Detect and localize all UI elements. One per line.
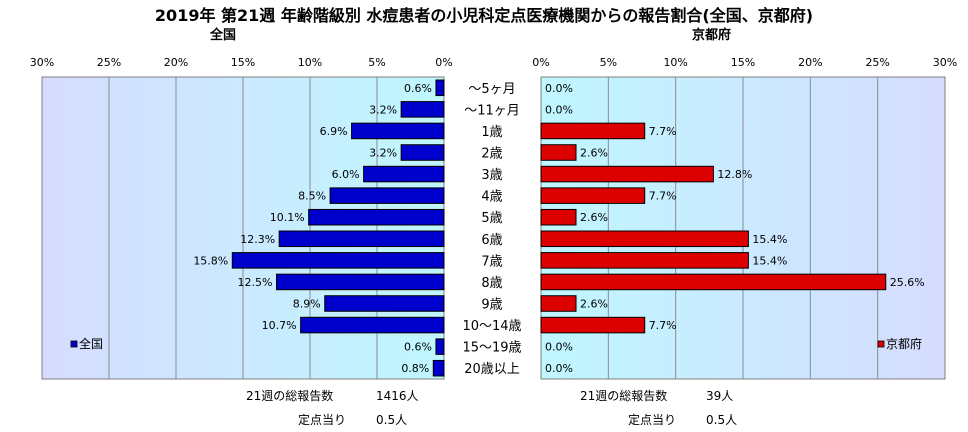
national-legend-label: 全国 — [79, 336, 103, 351]
age-category-label: ～5ヶ月 — [468, 82, 515, 97]
national-data-label: 0.6% — [404, 341, 432, 354]
national-bar — [329, 187, 445, 204]
national-tick-label: 5% — [368, 56, 385, 69]
chart-title: 2019年 第21週 年齢階級別 水痘患者の小児科定点医療機関からの報告割合(全… — [154, 6, 814, 25]
national-tick-label: 25% — [97, 56, 121, 69]
kyoto-tick-label: 10% — [663, 56, 687, 69]
kyoto-bar — [540, 252, 749, 269]
national-bar — [278, 230, 445, 248]
kyoto-tick-label: 5% — [600, 56, 617, 69]
kyoto-bar — [540, 187, 646, 204]
age-category-label: 15～19歳 — [462, 341, 521, 356]
age-category-label: ～11ヶ月 — [464, 103, 520, 118]
kyoto-data-label: 25.6% — [890, 276, 925, 289]
kyoto-bar — [540, 208, 577, 226]
national-per-label: 定点当り — [298, 413, 347, 427]
national-data-label: 0.8% — [401, 362, 429, 375]
national-data-label: 3.2% — [369, 147, 397, 160]
kyoto-data-label: 2.6% — [580, 298, 608, 311]
kyoto-data-label: 7.7% — [649, 125, 677, 138]
kyoto-tick-label: 20% — [798, 56, 822, 69]
national-bar — [276, 273, 445, 291]
national-bar — [435, 338, 445, 355]
age-category-label: 6歳 — [481, 233, 502, 248]
kyoto-per-value: 0.5人 — [706, 413, 738, 427]
age-category-label: 2歳 — [481, 147, 502, 162]
national-bar — [324, 295, 445, 312]
national-panel-title: 全国 — [210, 28, 237, 43]
national-data-label: 12.5% — [238, 276, 273, 289]
age-category-label: 8歳 — [481, 276, 502, 291]
national-data-label: 15.8% — [193, 254, 228, 267]
kyoto-legend-label: 京都府 — [886, 336, 922, 351]
kyoto-bar — [540, 230, 749, 248]
kyoto-tick-label: 0% — [532, 56, 549, 69]
age-category-labels: ～5ヶ月 ～11ヶ月 1歳 2歳 3歳 4歳 5歳 6歳 7歳 8歳 9歳 10～14歳 15～19歳 2… — [462, 82, 521, 377]
kyoto-data-label: 2.6% — [580, 211, 608, 224]
national-bar — [400, 144, 445, 161]
national-data-label: 8.5% — [298, 190, 326, 203]
kyoto-data-label: 2.6% — [580, 147, 608, 160]
age-category-label: 20歳以上 — [464, 362, 520, 377]
national-data-label: 6.0% — [332, 168, 360, 181]
kyoto-tick-label: 30% — [933, 56, 957, 69]
kyoto-data-label: 15.4% — [752, 233, 787, 246]
national-data-label: 10.7% — [262, 319, 297, 332]
kyoto-bar — [540, 316, 646, 334]
age-category-label: 9歳 — [481, 298, 502, 313]
kyoto-data-label: 0.0% — [545, 362, 573, 375]
national-bar — [351, 122, 445, 140]
national-tick-label: 15% — [231, 56, 255, 69]
national-total-value: 1416人 — [376, 389, 419, 403]
national-chart-panel: 0% 5% 10% 15% 20% 25% 30% 0.6% 3.2% 6.9% 3.2% 6.0% 8… — [30, 56, 453, 380]
kyoto-bar — [540, 295, 577, 312]
national-data-label: 12.3% — [240, 233, 275, 246]
national-bar — [400, 101, 445, 118]
national-bar — [308, 208, 445, 226]
national-data-label: 0.6% — [404, 82, 432, 95]
kyoto-panel-title: 京都府 — [692, 28, 732, 43]
kyoto-bar — [540, 273, 887, 291]
kyoto-bar — [540, 144, 577, 161]
kyoto-data-label: 7.7% — [649, 190, 677, 203]
national-bar — [231, 252, 445, 269]
kyoto-data-label: 15.4% — [752, 254, 787, 267]
national-tick-label: 20% — [164, 56, 188, 69]
national-legend-swatch — [70, 340, 78, 348]
national-bar — [435, 79, 445, 97]
kyoto-tick-label: 25% — [865, 56, 889, 69]
national-data-label: 3.2% — [369, 103, 397, 116]
age-category-label: 1歳 — [481, 125, 502, 140]
national-data-label: 6.9% — [320, 125, 348, 138]
kyoto-legend-swatch — [877, 340, 885, 348]
kyoto-total-label: 21週の総報告数 — [580, 389, 668, 403]
kyoto-data-label: 0.0% — [545, 82, 573, 95]
national-bar — [432, 359, 445, 377]
national-bar — [363, 165, 445, 183]
age-category-label: 4歳 — [481, 190, 502, 205]
age-category-label: 5歳 — [481, 211, 502, 226]
kyoto-bar — [540, 122, 646, 140]
age-category-label: 10～14歳 — [462, 319, 521, 334]
national-data-label: 8.9% — [293, 298, 321, 311]
kyoto-bar — [540, 165, 714, 183]
national-per-value: 0.5人 — [376, 413, 408, 427]
kyoto-data-label: 0.0% — [545, 341, 573, 354]
national-tick-label: 30% — [30, 56, 54, 69]
kyoto-chart-panel: 0% 5% 10% 15% 20% 25% 30% 0.0% 0.0% 7.7% 2.6% 12.8%… — [532, 56, 957, 380]
national-tick-label: 0% — [435, 56, 452, 69]
kyoto-data-label: 0.0% — [545, 103, 573, 116]
national-total-label: 21週の総報告数 — [246, 389, 334, 403]
age-category-label: 3歳 — [481, 168, 502, 183]
national-bar — [300, 316, 445, 334]
national-tick-label: 10% — [298, 56, 322, 69]
age-category-label: 7歳 — [481, 254, 502, 269]
kyoto-data-label: 7.7% — [649, 319, 677, 332]
national-data-label: 10.1% — [270, 211, 305, 224]
kyoto-tick-label: 15% — [731, 56, 755, 69]
kyoto-per-label: 定点当り — [628, 413, 677, 427]
kyoto-total-value: 39人 — [706, 389, 734, 403]
kyoto-data-label: 12.8% — [717, 168, 752, 181]
